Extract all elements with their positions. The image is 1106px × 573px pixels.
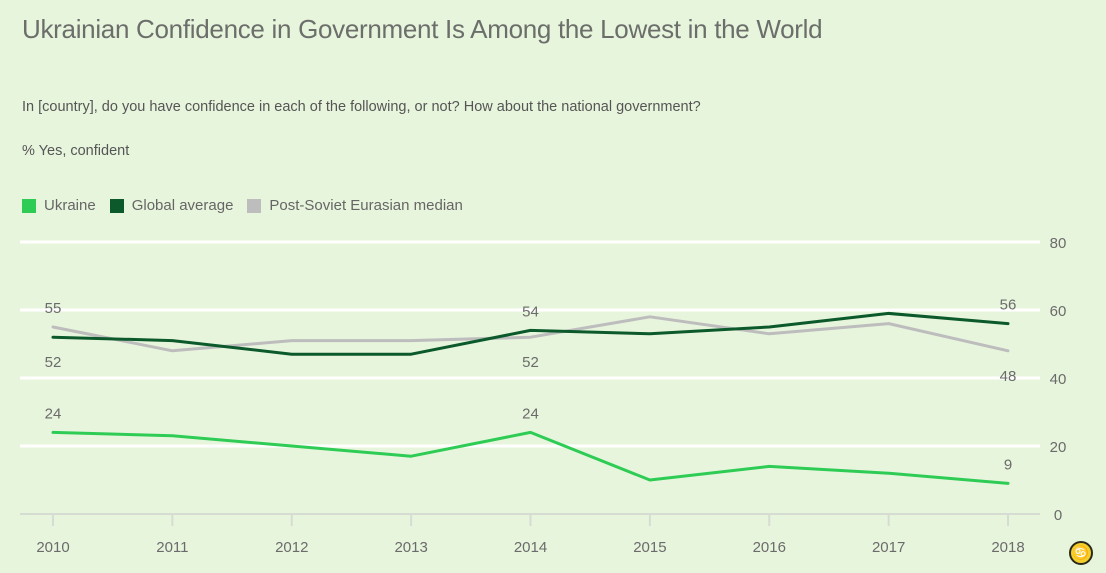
data-label: 24	[522, 405, 539, 422]
x-tick-label: 2010	[36, 539, 69, 556]
x-tick-label: 2013	[394, 539, 427, 556]
legend-swatch-global-average	[109, 198, 124, 213]
legend-label: Global average	[131, 197, 234, 214]
legend-label: Post-Soviet Eurasian median	[269, 197, 463, 214]
y-tick-label: 80	[1050, 235, 1067, 252]
cancer-zodiac-icon[interactable]: ♋	[1069, 541, 1093, 565]
data-label: 52	[45, 354, 62, 371]
chart-title: Ukrainian Confidence in Government Is Am…	[22, 14, 823, 44]
data-label: 24	[45, 405, 62, 422]
data-label: 55	[45, 300, 62, 317]
legend-item-ukraine[interactable]: Ukraine	[22, 197, 96, 214]
x-tick-label: 2016	[753, 539, 786, 556]
y-tick-label: 60	[1050, 303, 1067, 320]
chart-unit-label: % Yes, confident	[22, 143, 130, 159]
x-tick-label: 2011	[156, 539, 188, 556]
x-tick-label: 2015	[633, 539, 666, 556]
x-tick-label: 2018	[991, 539, 1024, 556]
data-label: 54	[522, 303, 539, 320]
y-tick-label: 20	[1050, 439, 1067, 456]
data-label: 52	[522, 354, 539, 371]
x-tick-label: 2012	[275, 539, 308, 556]
legend: Ukraine Global average Post-Soviet Euras…	[22, 197, 477, 214]
data-label: 48	[1000, 368, 1017, 385]
legend-item-global-average[interactable]: Global average	[109, 197, 234, 214]
chart-question: In [country], do you have confidence in …	[22, 99, 701, 115]
legend-label: Ukraine	[44, 197, 96, 214]
y-tick-label: 0	[1054, 507, 1062, 524]
x-tick-label: 2017	[872, 539, 905, 556]
data-label: 56	[1000, 297, 1017, 314]
data-label: 9	[1004, 456, 1012, 473]
legend-swatch-post-soviet-median	[247, 198, 262, 213]
series-line-global-average	[51, 311, 1010, 356]
legend-item-post-soviet-median[interactable]: Post-Soviet Eurasian median	[247, 197, 463, 214]
legend-swatch-ukraine	[22, 198, 36, 213]
y-tick-label: 40	[1050, 371, 1067, 388]
series-line-ukraine	[51, 430, 1010, 485]
series-line-post-soviet-eurasian-median	[51, 315, 1010, 353]
x-tick-label: 2014	[514, 539, 547, 556]
